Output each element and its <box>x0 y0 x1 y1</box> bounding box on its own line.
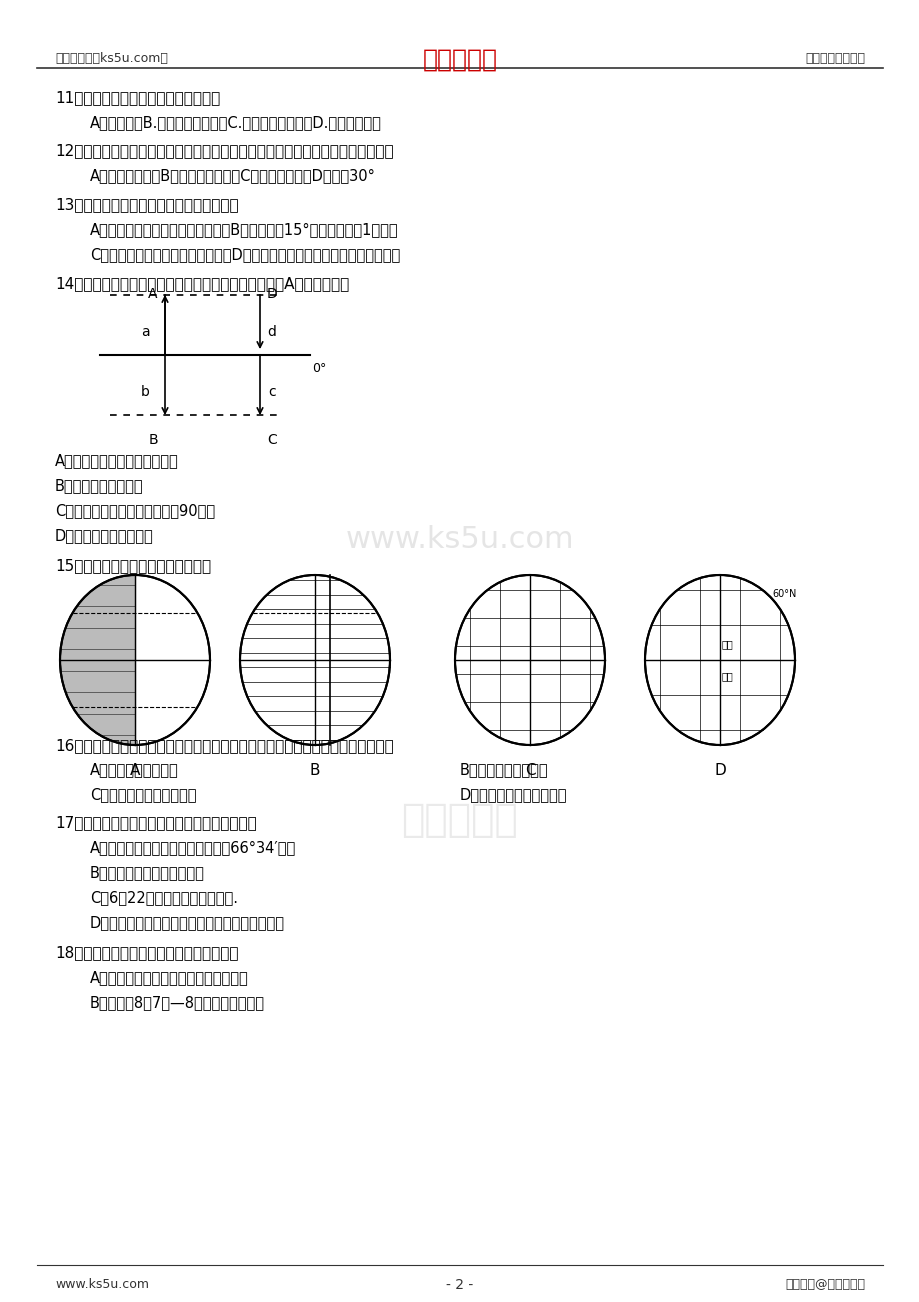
Text: www.ks5u.com: www.ks5u.com <box>55 1279 149 1292</box>
Text: 您身边的高考专家: 您身边的高考专家 <box>804 52 864 65</box>
Text: C: C <box>524 763 535 779</box>
Text: 17．关于地球运动的叙述，正确的是：（　　）: 17．关于地球运动的叙述，正确的是：（ ） <box>55 815 256 829</box>
Text: A．地方时是因经度不同的时刻．　B．经度每隔15°，地方时相差1小时．: A．地方时是因经度不同的时刻． B．经度每隔15°，地方时相差1小时． <box>90 223 398 237</box>
Text: A．重合　　B.每天重合一次　　C.在二分日重合　　D.在二至日重合: A．重合 B.每天重合一次 C.在二分日重合 D.在二至日重合 <box>90 115 381 130</box>
Text: b: b <box>141 385 149 398</box>
Text: 版权所有@高考资源网: 版权所有@高考资源网 <box>784 1279 864 1292</box>
Text: B．立秋（8月7日—8日）以后为秋季．: B．立秋（8月7日—8日）以后为秋季． <box>90 995 265 1010</box>
Text: A: A <box>148 286 157 301</box>
Text: 13．关于地方时的叙述不正确的是（　　）: 13．关于地方时的叙述不正确的是（ ） <box>55 197 238 212</box>
Text: D．越向高纬，偏转越小．: D．越向高纬，偏转越小． <box>460 786 567 802</box>
Text: c: c <box>268 385 276 398</box>
Text: B: B <box>148 434 158 447</box>
Text: A．白昼最长，太阳最高的季节是夏季．: A．白昼最长，太阳最高的季节是夏季． <box>90 970 248 986</box>
Text: d: d <box>267 326 276 339</box>
Text: 高考资源网: 高考资源网 <box>422 48 497 72</box>
Text: 18．关于天文四季的叙述正确的是（　　）: 18．关于天文四季的叙述正确的是（ ） <box>55 945 238 960</box>
Text: B．南半球昼长夜短。: B．南半球昼长夜短。 <box>55 478 143 493</box>
Text: D．地球公转速度较快。: D．地球公转速度较快。 <box>55 529 153 543</box>
Text: D: D <box>267 286 277 301</box>
Text: A: A <box>130 763 140 779</box>
Text: 0°: 0° <box>312 362 326 375</box>
Text: C．北回归线正午太阳高度角为90度。: C．北回归线正午太阳高度角为90度。 <box>55 503 215 518</box>
Text: A．太阳直射南回归线（　　）: A．太阳直射南回归线（ ） <box>55 453 178 467</box>
Text: C．6月22日太阳直射点在南半球.: C．6月22日太阳直射点在南半球. <box>90 891 238 905</box>
Text: 60°N: 60°N <box>772 590 796 599</box>
Text: B．在南半球向右偏．: B．在南半球向右偏． <box>460 762 548 777</box>
Text: www.ks5u.com: www.ks5u.com <box>346 526 573 555</box>
Text: C．在穿过赤道时左偏向．: C．在穿过赤道时左偏向． <box>90 786 197 802</box>
Text: 11．晨昏圈与经线圈的关系是（　　）: 11．晨昏圈与经线圈的关系是（ ） <box>55 90 220 105</box>
Text: D: D <box>713 763 725 779</box>
Text: D．地球公转产生的黄赤交角是经常变大或变小的: D．地球公转产生的黄赤交角是经常变大或变小的 <box>90 915 285 930</box>
Text: 高考资源网（ks5u.com）: 高考资源网（ks5u.com） <box>55 52 167 65</box>
Text: a: a <box>141 326 149 339</box>
Text: A．北回归线　　B．南回归线　　　C．赤道　　　　D．南纬30°: A．北回归线 B．南回归线 C．赤道 D．南纬30° <box>90 168 376 184</box>
Text: B: B <box>310 763 320 779</box>
Text: 归线: 归线 <box>721 671 733 681</box>
Text: 14．读下面太阳直射点移动图判断，当太阳直射点位于A点时（　　）: 14．读下面太阳直射点移动图判断，当太阳直射点位于A点时（ ） <box>55 276 349 292</box>
Text: 12．某地，水平运动的物体向左偏，一年中只有一天太阳直射，该地位于（　　）: 12．某地，水平运动的物体向左偏，一年中只有一天太阳直射，该地位于（ ） <box>55 143 393 158</box>
Text: C: C <box>267 434 277 447</box>
Text: B．先自转，然后开始公转．: B．先自转，然后开始公转． <box>90 865 205 880</box>
Text: 15、下图中表示夏至日的是（　　）: 15、下图中表示夏至日的是（ ） <box>55 559 210 573</box>
Text: 高考资源网: 高考资源网 <box>401 801 518 838</box>
Text: 16．在地球上向南作水平运动的自由物体，关于其偏向的叙述，正确的是（　　）: 16．在地球上向南作水平运动的自由物体，关于其偏向的叙述，正确的是（ ） <box>55 738 393 753</box>
Text: 北极: 北极 <box>721 639 733 650</box>
Text: C．同一经线上，地方时相同．　　D．相对位置偏东地点的地方时要晚一些．: C．同一经线上，地方时相同． D．相对位置偏东地点的地方时要晚一些． <box>90 247 400 262</box>
Text: A．公转时，地轴与黄道平面斜交成66°34′的角: A．公转时，地轴与黄道平面斜交成66°34′的角 <box>90 840 296 855</box>
Text: - 2 -: - 2 - <box>446 1279 473 1292</box>
Text: A．在北半球向右偏．: A．在北半球向右偏． <box>90 762 178 777</box>
